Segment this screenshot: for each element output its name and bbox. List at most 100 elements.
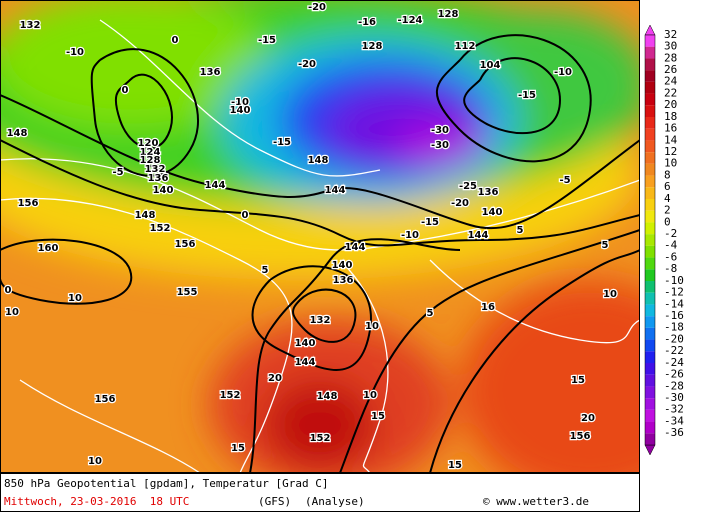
scale-swatch [645, 374, 655, 387]
contour-label: 148 [317, 391, 338, 402]
contour-label: 132 [310, 315, 331, 326]
contour-label: 132 [145, 164, 166, 175]
contour-label: 136 [200, 67, 221, 78]
contour-label: 140 [295, 338, 316, 349]
contour-label: 15 [571, 375, 585, 386]
contour-label: -20 [308, 2, 326, 13]
contour-label: 152 [220, 390, 241, 401]
scale-label: -4 [664, 239, 678, 252]
scale-label: -34 [664, 414, 684, 427]
contour-label: 140 [230, 105, 251, 116]
contour-label: 104 [480, 60, 501, 71]
contour-label: 10 [5, 307, 19, 318]
scale-label: -26 [664, 368, 684, 381]
scale-label: -8 [664, 262, 677, 275]
scale-label: -24 [664, 356, 684, 369]
scale-swatch [645, 199, 655, 211]
contour-label: 5 [262, 265, 269, 276]
contour-label: -20 [451, 198, 469, 209]
scale-label: 6 [664, 180, 671, 193]
map: 132-1001360120124128132136140148-5144156… [0, 0, 640, 473]
contour-label: 156 [570, 431, 591, 442]
contour-label: -15 [518, 90, 536, 101]
scale-swatch [645, 386, 655, 399]
contour-label: 20 [581, 413, 595, 424]
contour-label: 10 [363, 390, 377, 401]
contour-label: 5 [602, 240, 609, 251]
contour-label: 155 [177, 287, 198, 298]
scale-swatch [645, 409, 655, 422]
contour-label: -5 [112, 167, 123, 178]
scale-label: -36 [664, 426, 684, 439]
contour-label: 160 [38, 243, 59, 254]
contour-label: 140 [332, 260, 353, 271]
scale-label: 16 [664, 122, 677, 135]
scale-label: 8 [664, 168, 671, 181]
scale-label: -14 [664, 297, 684, 310]
scale-swatch [645, 222, 655, 235]
contour-label: -16 [358, 17, 376, 28]
contour-label: -15 [258, 35, 276, 46]
contour-label: 136 [333, 275, 354, 286]
scale-swatch [645, 81, 655, 94]
contour-label: 0 [122, 85, 129, 96]
contour-label: 0 [242, 210, 249, 221]
contour-label: 144 [325, 185, 346, 196]
contour-label: 148 [135, 210, 156, 221]
scale-label: -12 [664, 286, 684, 299]
scale-label: 4 [664, 192, 671, 205]
scale-swatch [645, 175, 655, 188]
scale-label: 30 [664, 40, 677, 53]
scale-label: -20 [664, 332, 684, 345]
contour-label: 140 [482, 207, 503, 218]
scale-swatch [645, 58, 655, 71]
scale-label: -2 [664, 227, 677, 240]
contour-label: 148 [7, 128, 28, 139]
scale-swatch [645, 363, 655, 375]
scale-label: 26 [664, 63, 677, 76]
scale-swatch [645, 140, 655, 153]
contour-label: -10 [401, 230, 419, 241]
caption-credit: © www.wetter3.de [483, 495, 589, 508]
scale-swatch [645, 257, 655, 270]
contour-label: 128 [140, 155, 161, 166]
scale-swatch [645, 433, 655, 445]
scale-swatch [645, 93, 655, 106]
contour-label: 5 [517, 225, 524, 236]
contour-label: 148 [308, 155, 329, 166]
scale-swatch [645, 70, 655, 82]
contour-label: 0 [172, 35, 179, 46]
contour-label: 10 [365, 321, 379, 332]
contour-label: 128 [362, 41, 383, 52]
scale-arrow-bottom [644, 444, 656, 456]
contour-label: 152 [310, 433, 331, 444]
scale-label: 24 [664, 75, 678, 88]
contour-label: 15 [231, 443, 245, 454]
scale-border [644, 34, 656, 446]
scale-label: 2 [664, 204, 671, 217]
scale-label: 28 [664, 51, 677, 64]
contour-label: 144 [468, 230, 489, 241]
contour-label: 128 [438, 9, 459, 20]
contour-label: -15 [273, 137, 291, 148]
scale-label: 20 [664, 98, 677, 111]
contour-label: 132 [20, 20, 41, 31]
scale-swatch [645, 128, 655, 141]
contour-label: 136 [478, 187, 499, 198]
scale-label: 14 [664, 133, 678, 146]
contour-label: 10 [603, 289, 617, 300]
contour-label: 0 [5, 285, 12, 296]
contour-label: 144 [295, 357, 316, 368]
contour-label: -10 [231, 97, 249, 108]
contour-label: 5 [427, 308, 434, 319]
contour-label: -10 [554, 67, 572, 78]
scale-swatch [645, 421, 655, 434]
contour-label: 124 [140, 147, 161, 158]
scale-swatch [645, 105, 655, 117]
scale-swatch [645, 269, 655, 281]
contour-labels: 132-1001360120124128132136140148-5144156… [3, 1, 618, 473]
scale-swatch [645, 281, 655, 293]
scale-label: -32 [664, 403, 684, 416]
scale-label: -22 [664, 344, 684, 357]
caption-analysis: (Analyse) [305, 495, 365, 508]
